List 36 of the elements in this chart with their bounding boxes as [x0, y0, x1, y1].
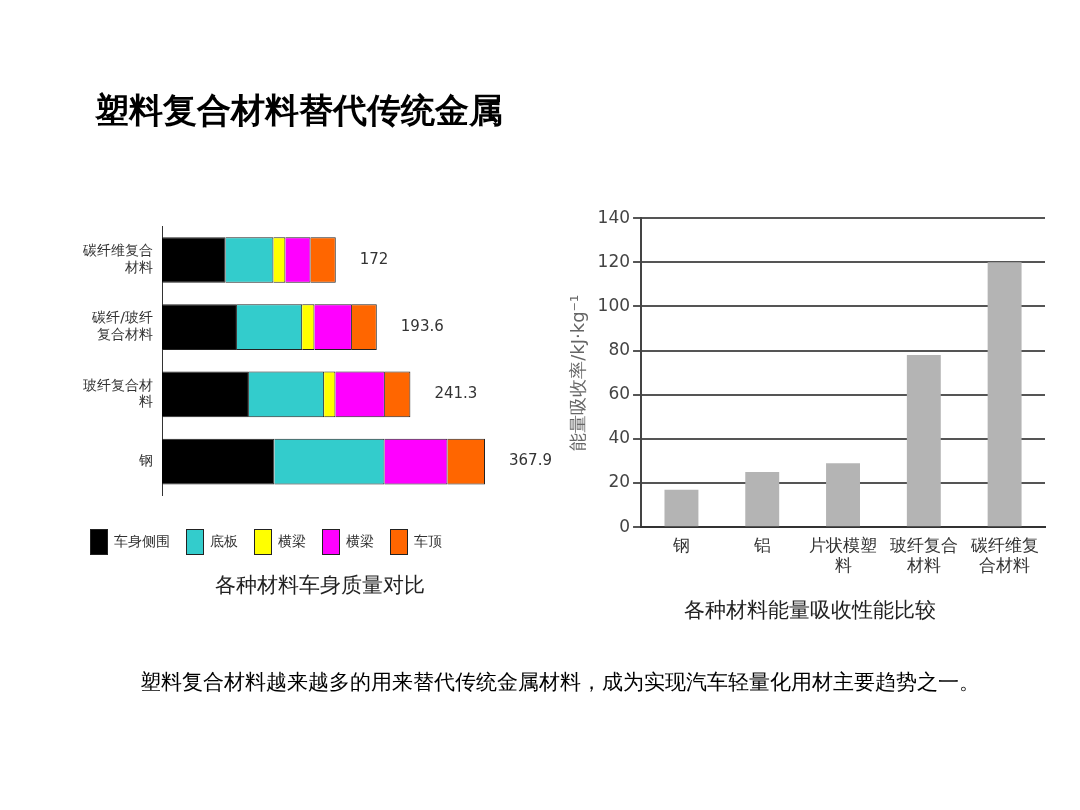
text: 塑料复合材料越来越多的用来替代传统金属材料，成为实现汽车轻量化用材主要趋势之一。	[139, 669, 981, 696]
bar	[906, 355, 941, 527]
y-tick-label: 40	[608, 427, 631, 448]
y-tick-label: 100	[597, 294, 631, 315]
text: 塑料复合材料替代传统金属	[95, 89, 503, 132]
bar	[987, 262, 1022, 527]
y-tick-label: 玻纤复合材料	[83, 376, 153, 410]
y-tick-label: 钢	[138, 452, 153, 469]
y-tick-label: 碳纤维复合材料	[82, 242, 153, 276]
bar	[745, 472, 780, 527]
y-axis-title: 能量吸收率/kJ·kg⁻¹	[567, 294, 589, 451]
x-tick-label: 钢	[671, 534, 690, 555]
y-tick-label: 0	[619, 515, 631, 536]
legend-label: 横梁	[346, 533, 374, 551]
annotation: 193.6	[400, 317, 444, 336]
text: 367.9	[509, 451, 552, 470]
x-tick-label: 铝	[752, 534, 771, 555]
x-tick-label: 玻纤复合材料	[889, 534, 958, 576]
annotation: 241.3	[434, 384, 478, 403]
annotation: 172	[359, 249, 389, 268]
text: 各种材料车身质量对比	[214, 572, 426, 599]
x-tick-label: 片状模塑料	[809, 534, 878, 576]
y-tick-label: 20	[608, 471, 631, 492]
legend-label: 底板	[210, 533, 238, 551]
bar	[826, 463, 860, 527]
text: 各种材料能量吸收性能比较	[683, 597, 937, 624]
bar	[664, 489, 699, 527]
y-tick-label: 80	[608, 339, 631, 360]
y-tick-label: 120	[597, 250, 631, 271]
y-tick-label: 140	[597, 206, 631, 227]
x-tick-label: 碳纤维复合材料	[969, 534, 1039, 576]
legend-label: 车顶	[414, 533, 442, 551]
y-tick-label: 60	[608, 383, 631, 404]
legend-label: 横梁	[278, 533, 306, 551]
legend-label: 车身侧围	[114, 533, 170, 551]
y-tick-label: 碳纤/玻纤复合材料	[91, 309, 153, 343]
